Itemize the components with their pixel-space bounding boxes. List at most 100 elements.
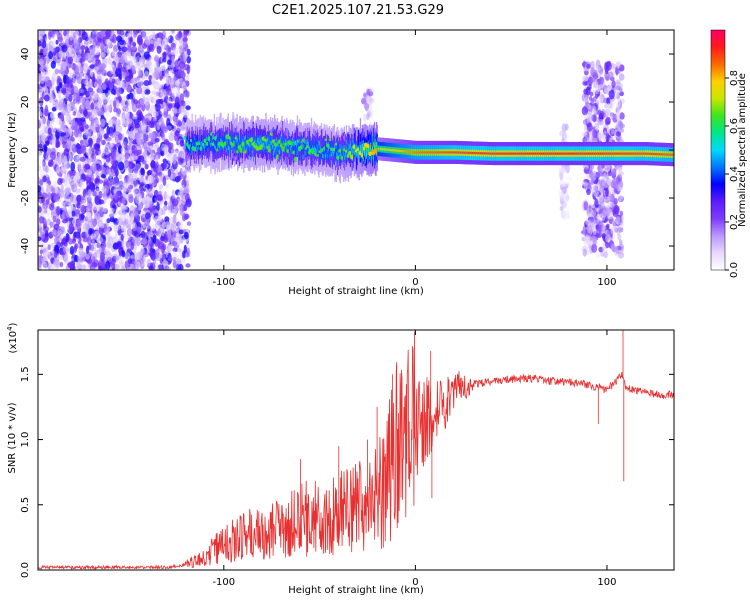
noise-blob-0-2871: [103, 106, 109, 112]
noise-blob-0-313: [130, 202, 135, 211]
noise-blob-0-1645: [170, 30, 176, 36]
noise-blob-0-3427: [178, 263, 184, 270]
noise-blob-1-809: [590, 222, 595, 231]
noise-blob-0-3724: [154, 161, 159, 168]
noise-blob-0-3830: [151, 134, 156, 140]
noise-blob-0-3079: [185, 90, 190, 98]
noise-blob-0-3764: [180, 111, 185, 117]
noise-blob-1-782: [615, 85, 622, 91]
noise-blob-0-3917: [145, 183, 151, 189]
noise-blob-0-3793: [85, 99, 90, 110]
noise-blob-0-3744: [140, 168, 145, 176]
noise-blob-0-3649: [183, 187, 187, 197]
noise-blob-3-61: [370, 98, 375, 103]
noise-blob-0-1259: [96, 242, 101, 249]
noise-blob-0-3370: [110, 137, 115, 148]
noise-blob-0-1296: [44, 76, 51, 85]
noise-blob-0-3863: [68, 89, 74, 94]
noise-blob-0-3464: [136, 86, 143, 95]
noise-blob-1-745: [591, 105, 597, 115]
noise-blob-0-3938: [160, 65, 166, 72]
noise-blob-0-3667: [94, 195, 101, 206]
noise-blob-0-3245: [133, 251, 138, 260]
noise-blob-0-3904: [167, 168, 172, 178]
noise-blob-0-3709: [134, 163, 141, 170]
noise-blob-0-3804: [68, 152, 72, 163]
noise-blob-1-740: [614, 245, 619, 256]
noise-blob-2-39: [561, 200, 567, 209]
noise-blob-0-3937: [182, 40, 188, 50]
noise-blob-0-1371: [185, 80, 190, 87]
noise-blob-0-3836: [105, 250, 112, 260]
noise-blob-0-2364: [64, 187, 71, 194]
noise-blob-0-4000: [68, 222, 74, 233]
noise-blob-0-2786: [153, 54, 160, 64]
noise-blob-0-2557: [56, 158, 62, 165]
noise-blob-0-3627: [78, 71, 85, 77]
noise-blob-0-2675: [50, 170, 54, 178]
noise-blob-1-781: [592, 172, 597, 181]
noise-blob-0-3929: [91, 30, 97, 41]
noise-blob-1-796: [583, 201, 589, 211]
noise-blob-0-3165: [89, 244, 94, 252]
noise-blob-0-3583: [94, 177, 100, 184]
noise-blob-0-1102: [156, 131, 162, 137]
noise-blob-0-3699: [67, 196, 73, 204]
noise-blob-0-3801: [175, 79, 180, 86]
noise-blob-1-445: [588, 96, 593, 101]
noise-blob-0-3546: [100, 157, 105, 162]
noise-blob-1-237: [596, 252, 601, 258]
noise-blob-0-3403: [126, 187, 132, 193]
noise-blob-0-3642: [128, 137, 132, 147]
noise-blob-0-3770: [58, 50, 63, 59]
noise-blob-0-3926: [150, 159, 156, 169]
noise-blob-0-3995: [56, 118, 63, 126]
noise-blob-0-690: [181, 257, 187, 265]
noise-blob-0-3769: [155, 177, 160, 184]
noise-blob-2-72: [562, 214, 567, 221]
chart-title: C2E1.2025.107.21.53.G29: [272, 3, 444, 18]
noise-blob-0-3463: [108, 179, 115, 185]
noise-blob-1-708: [586, 239, 593, 246]
noise-blob-0-3718: [112, 258, 116, 266]
noise-blob-0-3914: [136, 149, 142, 156]
noise-blob-0-3900: [46, 43, 51, 51]
noise-blob-0-3514: [183, 85, 187, 91]
noise-blob-1-728: [600, 252, 605, 257]
noise-blob-0-2753: [50, 60, 56, 69]
noise-blob-0-3663: [78, 263, 84, 269]
noise-blob-0-3759: [122, 95, 127, 103]
noise-blob-0-1826: [184, 214, 190, 219]
noise-blob-0-3517: [80, 45, 86, 51]
noise-blob-0-3381: [183, 30, 190, 36]
noise-blob-0-3590: [75, 30, 80, 40]
noise-blob-0-3362: [173, 107, 178, 115]
noise-blob-0-3961: [56, 127, 62, 133]
noise-blob-0-2125: [185, 99, 190, 107]
noise-blob-0-3012: [106, 218, 111, 224]
noise-blob-1-794: [601, 209, 607, 218]
noise-blob-0-3007: [156, 121, 161, 130]
noise-blob-0-478: [50, 265, 55, 270]
noise-blob-0-3307: [132, 42, 137, 47]
noise-blob-0-3975: [76, 194, 82, 203]
noise-blob-1-783: [606, 117, 611, 122]
noise-blob-0-3524: [125, 65, 130, 71]
noise-blob-0-3594: [84, 79, 89, 86]
noise-blob-0-3908: [62, 178, 67, 187]
noise-blob-0-3824: [67, 262, 73, 269]
noise-blob-0-3971: [62, 135, 68, 143]
noise-blob-0-2929: [144, 71, 150, 78]
noise-blob-0-353: [162, 111, 168, 118]
noise-blob-0-3766: [100, 127, 104, 132]
noise-blob-0-3599: [39, 179, 44, 186]
noise-blob-0-3520: [128, 193, 134, 200]
noise-blob-0-3512: [56, 206, 61, 216]
noise-blob-0-3550: [122, 59, 127, 68]
noise-blob-0-325: [167, 35, 174, 44]
noise-blob-0-3458: [105, 228, 110, 236]
noise-blob-0-3785: [72, 77, 77, 87]
noise-blob-0-686: [108, 57, 112, 66]
noise-blob-0-3751: [83, 109, 88, 117]
noise-blob-0-3983: [108, 81, 114, 90]
